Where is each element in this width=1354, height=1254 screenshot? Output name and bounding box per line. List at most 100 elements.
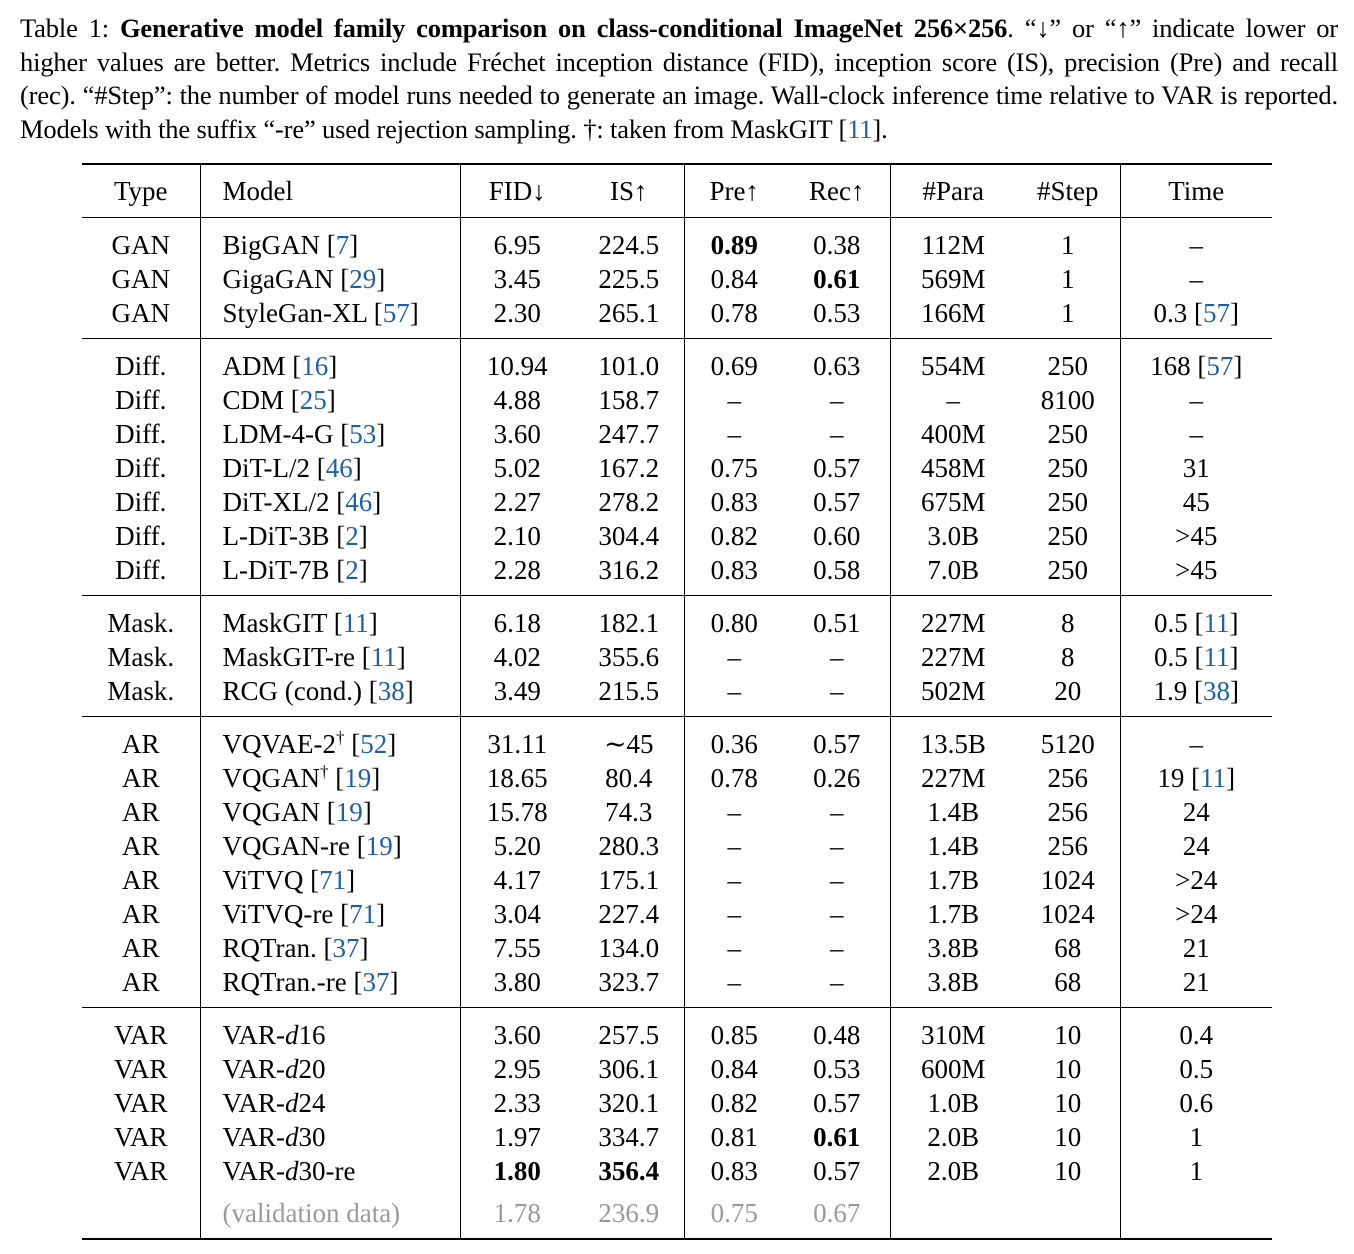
citation-link[interactable]: 71 — [349, 899, 377, 929]
cell-rec: – — [784, 674, 890, 717]
cell-type: AR — [121, 797, 160, 827]
cell-fid: 2.33 — [459, 1086, 574, 1120]
time-value: 0.5 — [1154, 608, 1188, 638]
table-row: VAR VAR-d24 2.33 320.1 0.82 0.57 1.0B 10 0.6 — [82, 1086, 1272, 1120]
table-row: AR VQGAN† [19] 18.65 80.4 0.78 0.26 227M 256 19 … — [82, 761, 1272, 795]
table-row: VAR VAR-d20 2.95 306.1 0.84 0.53 600M 10 0.5 — [82, 1052, 1272, 1086]
time-value: >24 — [1175, 865, 1218, 895]
cell-is: 355.6 — [598, 642, 660, 672]
citation-link[interactable]: 11 — [1203, 642, 1230, 672]
citation-link[interactable]: 11 — [370, 642, 397, 672]
citation-link[interactable]: 16 — [301, 351, 329, 381]
cell-pre: 0.36 — [683, 716, 784, 761]
citation-link[interactable]: 25 — [299, 385, 327, 415]
cell-rec: 0.53 — [813, 1054, 861, 1084]
citation-link[interactable]: 11 — [342, 608, 369, 638]
cell-fid: 2.95 — [459, 1052, 574, 1086]
model-name: VQVAE-2 — [222, 729, 337, 759]
cell-fid: 1.78 — [459, 1196, 574, 1240]
cell-is: 101.0 — [598, 351, 660, 381]
cell-pre: 0.83 — [683, 485, 784, 519]
cell-rec: – — [830, 419, 844, 449]
caption-text-end: ]. — [872, 113, 888, 144]
model-depth-symbol: d — [285, 1054, 299, 1084]
cell-fid: 2.30 — [459, 296, 574, 339]
cell-pre: 0.75 — [683, 1196, 784, 1240]
cell-model: BigGAN [7] — [199, 217, 460, 262]
cell-is: 175.1 — [598, 865, 660, 895]
citation-link[interactable]: 37 — [332, 933, 360, 963]
citation-link[interactable]: 71 — [319, 865, 347, 895]
model-depth-value: 20 — [298, 1054, 326, 1084]
cell-time: 24 — [1119, 795, 1272, 829]
cell-pre: 0.84 — [683, 1052, 784, 1086]
cell-para: 675M — [889, 485, 1016, 519]
citation-link[interactable]: 7 — [335, 230, 350, 260]
cell-model: VAR-d30-re — [199, 1154, 460, 1196]
cell-para: 3.0B — [889, 519, 1016, 553]
table-row: Diff. L-DiT-3B [2] 2.10 304.4 0.82 0.60 3.0B 25… — [82, 519, 1272, 553]
citation-link[interactable]: 29 — [349, 264, 377, 294]
citation-link[interactable]: 46 — [325, 453, 353, 483]
table-row: Diff. LDM-4-G [53] 3.60 247.7– –400M 250– — [82, 417, 1272, 451]
cell-is: 80.4 — [605, 763, 653, 793]
cell-rec: – — [830, 865, 844, 895]
cell-fid: 2.27 — [459, 485, 574, 519]
cell-type: Diff. — [115, 487, 167, 517]
cell-is: 224.5 — [598, 230, 660, 260]
cell-model: MaskGIT [11] — [199, 595, 460, 640]
cell-step: 256 — [1047, 763, 1089, 793]
citation-link[interactable]: 57 — [382, 298, 410, 328]
citation-link[interactable]: 38 — [377, 676, 405, 706]
cell-is: 304.4 — [598, 521, 660, 551]
citation-link[interactable]: 2 — [345, 521, 359, 551]
cell-type: Diff. — [82, 553, 200, 596]
citation-link[interactable]: 37 — [362, 967, 390, 997]
cell-para: 554M — [889, 338, 1016, 383]
header-row: Type Model FID↓ IS↑ Pre↑ Rec↑ #Para #Ste… — [82, 164, 1272, 218]
cell-time: 0.3 [57] — [1119, 296, 1272, 339]
citation-link[interactable]: 57 — [1206, 351, 1234, 381]
cell-fid: 7.55 — [459, 931, 574, 965]
time-value: 21 — [1182, 933, 1210, 963]
model-name: VAR- — [222, 1156, 286, 1186]
table-row: VAR VAR-d16 3.60 257.5 0.85 0.48 310M 10 0.4 — [82, 1007, 1272, 1052]
table-caption: Table 1: Generative model family compari… — [20, 12, 1338, 146]
cell-time: >24 — [1119, 897, 1272, 931]
cell-pre: – — [683, 383, 784, 417]
cell-is: 215.5 — [574, 674, 684, 717]
citation-link[interactable]: 57 — [1203, 298, 1230, 328]
cell-is: ∼45 — [603, 729, 654, 759]
cell-fid: 4.17 — [459, 863, 574, 897]
cell-type: GAN — [82, 296, 200, 339]
cell-fid: 15.78 — [459, 795, 574, 829]
table-row: AR VQVAE-2† [52] 31.11 ∼45 0.36 0.57 13.5B 5120… — [82, 716, 1272, 761]
model-name: RQTran.-re — [222, 967, 347, 997]
time-value: – — [1189, 230, 1204, 260]
citation-link[interactable]: 19 — [344, 763, 372, 793]
cell-type: Mask. — [82, 674, 200, 717]
header-fid: FID↓ — [459, 164, 574, 218]
model-name: RCG (cond.) — [222, 676, 362, 706]
cell-step: 68 — [1054, 933, 1082, 963]
citation-link[interactable]: 53 — [349, 419, 377, 449]
caption-ref[interactable]: 11 — [847, 113, 873, 144]
citation-link[interactable]: 38 — [1203, 676, 1230, 706]
cell-para: 2.0B — [889, 1154, 1016, 1196]
cell-time: – — [1119, 217, 1272, 262]
citation-link[interactable]: 2 — [345, 555, 359, 585]
cell-pre: – — [683, 965, 784, 1008]
time-value: 0.5 — [1179, 1054, 1214, 1084]
cell-fid: 1.97 — [459, 1120, 574, 1154]
cell-rec: – — [830, 899, 844, 929]
citation-link[interactable]: 11 — [1203, 608, 1230, 638]
citation-link[interactable]: 46 — [345, 487, 373, 517]
cell-type: VAR — [113, 1156, 168, 1186]
citation-link[interactable]: 19 — [365, 831, 393, 861]
cell-time: 1 — [1119, 1120, 1272, 1154]
citation-link[interactable]: 19 — [335, 797, 363, 827]
table-header: Type Model FID↓ IS↑ Pre↑ Rec↑ #Para #Ste… — [82, 164, 1272, 218]
citation-link[interactable]: 11 — [1200, 763, 1227, 793]
citation-link[interactable]: 52 — [360, 729, 388, 759]
cell-model: VQGAN-re [19] — [199, 829, 460, 863]
